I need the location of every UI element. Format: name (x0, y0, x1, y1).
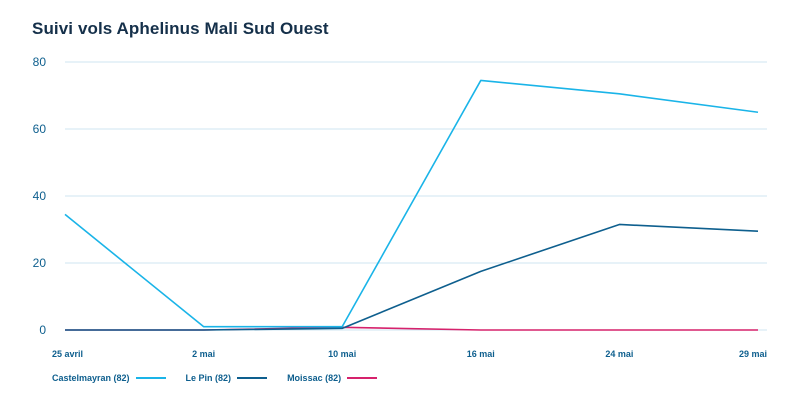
legend-item: Castelmayran (82) (52, 373, 166, 383)
legend-item: Le Pin (82) (186, 373, 268, 383)
x-tick-label: 2 mai (192, 349, 215, 359)
legend-label: Castelmayran (82) (52, 373, 130, 383)
series-line (64, 79, 759, 328)
x-tick-label: 29 mai (739, 349, 767, 359)
x-tick-label: 25 avril (52, 349, 83, 359)
series-line (65, 223, 759, 331)
legend-label: Moissac (82) (287, 373, 342, 383)
legend-swatch (347, 377, 378, 379)
x-tick-label: 16 mai (467, 349, 495, 359)
legend-swatch (237, 377, 268, 379)
chart-legend: Castelmayran (82) Le Pin (82) Moissac (82) (52, 373, 397, 383)
legend-item: Moissac (82) (287, 373, 378, 383)
y-tick-label: 80 (33, 55, 47, 69)
y-tick-label: 60 (33, 122, 47, 136)
y-tick-label: 0 (39, 323, 46, 337)
legend-swatch (135, 377, 166, 379)
y-tick-label: 40 (33, 189, 47, 203)
x-tick-label: 10 mai (328, 349, 356, 359)
y-tick-label: 20 (33, 256, 47, 270)
legend-label: Le Pin (82) (185, 373, 232, 383)
chart-title: Suivi vols Aphelinus Mali Sud Ouest (32, 19, 329, 38)
x-tick-label: 24 mai (605, 349, 633, 359)
